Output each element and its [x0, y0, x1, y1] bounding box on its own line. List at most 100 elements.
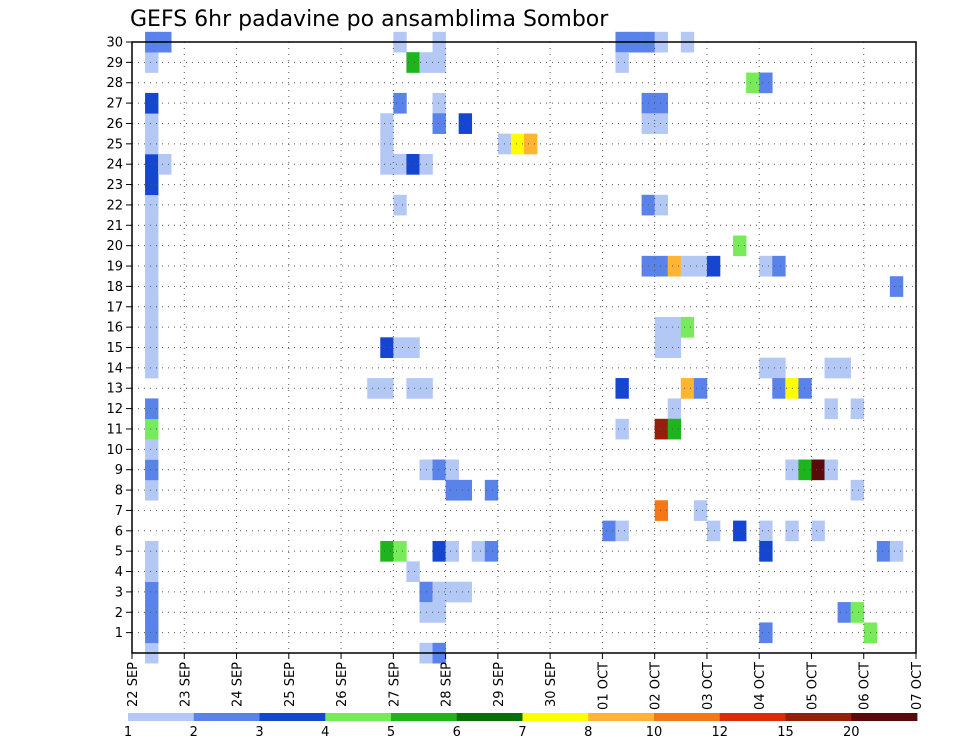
colorbar-label: 12 — [711, 725, 728, 740]
heatmap-cell — [145, 174, 159, 196]
colorbar-segment — [193, 713, 260, 721]
heatmap-cell — [615, 418, 629, 440]
heatmap-cell — [680, 378, 695, 399]
colorbar-segment — [522, 713, 589, 721]
x-tick-label: 22 SEP — [126, 662, 141, 707]
heatmap-cell — [798, 378, 812, 399]
heatmap-cell — [145, 255, 159, 277]
x-tick-label: 28 SEP — [440, 662, 455, 707]
heatmap-cell — [406, 378, 420, 399]
heatmap-cell — [145, 316, 159, 338]
heatmap-cell — [145, 276, 159, 297]
heatmap-cell — [759, 520, 773, 542]
heatmap-cell — [876, 540, 891, 562]
heatmap-cell — [380, 113, 394, 134]
heatmap-cell — [654, 92, 669, 114]
heatmap-cell — [772, 255, 786, 277]
heatmap-cell — [145, 235, 159, 257]
colorbar-label: 6 — [453, 725, 461, 740]
heatmap-cell — [432, 52, 446, 73]
heatmap-cell — [811, 520, 825, 542]
y-tick-label: 25 — [106, 137, 123, 152]
heatmap-cell — [406, 561, 420, 583]
y-tick-label: 16 — [106, 321, 123, 336]
x-tick-label: 27 SEP — [387, 662, 402, 707]
heatmap-cell — [680, 255, 695, 277]
heatmap-cell — [158, 154, 172, 175]
x-tick-label: 04 OCT — [753, 662, 768, 710]
x-tick-label: 01 OCT — [596, 662, 611, 710]
heatmap-cell — [393, 194, 407, 216]
colorbar-segment — [719, 713, 786, 721]
heatmap-cell — [380, 133, 394, 155]
y-tick-label: 28 — [106, 76, 123, 91]
heatmap-cell — [811, 459, 825, 481]
colorbar-segment — [456, 713, 523, 721]
y-tick-label: 13 — [106, 382, 123, 397]
y-tick-label: 17 — [106, 300, 123, 315]
heatmap-cell — [889, 540, 904, 562]
heatmap-cell — [393, 92, 407, 114]
heatmap-cell — [615, 378, 629, 399]
heatmap-cell — [602, 520, 616, 542]
y-tick-label: 19 — [106, 260, 123, 275]
colorbar-label: 10 — [646, 725, 663, 740]
chart-title: GEFS 6hr padavine po ansamblima Sombor — [130, 7, 609, 32]
y-tick-label: 3 — [115, 585, 123, 600]
heatmap-cell — [889, 276, 904, 297]
heatmap-cell — [824, 459, 838, 481]
heatmap-cell — [458, 113, 473, 134]
y-tick-label: 24 — [106, 158, 123, 173]
y-tick-label: 15 — [106, 341, 123, 356]
heatmap-cell — [380, 540, 394, 562]
heatmap-cell — [145, 439, 159, 460]
heatmap-cell — [145, 194, 159, 216]
y-tick-label: 8 — [115, 484, 123, 499]
heatmap-cell — [667, 337, 682, 358]
colorbar-label: 15 — [777, 725, 794, 740]
heatmap-cell — [654, 418, 669, 440]
colorbar-label: 7 — [518, 725, 526, 740]
colorbar-label: 2 — [190, 725, 198, 740]
heatmap-cell — [824, 398, 838, 420]
x-tick-label: 29 SEP — [492, 662, 507, 707]
heatmap-cell — [837, 357, 851, 379]
y-axis: 1234567891011121314151617181920212223242… — [106, 36, 132, 641]
colorbar-segment — [391, 713, 458, 721]
y-tick-label: 20 — [106, 239, 123, 254]
heatmap-cell — [615, 520, 629, 542]
y-tick-label: 27 — [106, 97, 123, 112]
y-tick-label: 21 — [106, 219, 123, 234]
y-tick-label: 29 — [106, 56, 123, 71]
y-tick-label: 23 — [106, 178, 123, 193]
colorbar-label: 20 — [843, 725, 860, 740]
x-tick-label: 05 OCT — [805, 662, 820, 710]
heatmap-cell — [759, 622, 773, 644]
y-tick-label: 11 — [106, 422, 123, 437]
y-tick-label: 22 — [106, 198, 123, 213]
x-tick-label: 03 OCT — [701, 662, 716, 710]
colorbar-segment — [259, 713, 326, 721]
heatmap-cell — [380, 337, 394, 358]
heatmap-cell — [667, 255, 682, 277]
heatmap-cell — [145, 602, 159, 623]
heatmap-cell — [524, 133, 538, 155]
heatmap-cell — [850, 479, 865, 501]
heatmap-cell — [458, 479, 473, 501]
heatmap-cell — [850, 602, 865, 623]
heatmap-cell — [759, 540, 773, 562]
heatmap-cell — [145, 154, 159, 175]
heatmap-cell — [380, 378, 394, 399]
heatmap-cell — [850, 398, 865, 420]
heatmap-cell — [445, 540, 459, 562]
heatmap-cell — [432, 459, 446, 481]
y-tick-label: 6 — [115, 524, 123, 539]
heatmap-cell — [145, 622, 159, 644]
x-tick-label: 07 OCT — [910, 662, 925, 710]
heatmap-cell — [654, 500, 669, 521]
x-tick-label: 30 SEP — [544, 662, 559, 707]
colorbar-label: 4 — [321, 725, 329, 740]
heatmap-cell — [824, 357, 838, 379]
heatmap-cell — [393, 337, 407, 358]
heatmap-cell — [759, 72, 773, 94]
